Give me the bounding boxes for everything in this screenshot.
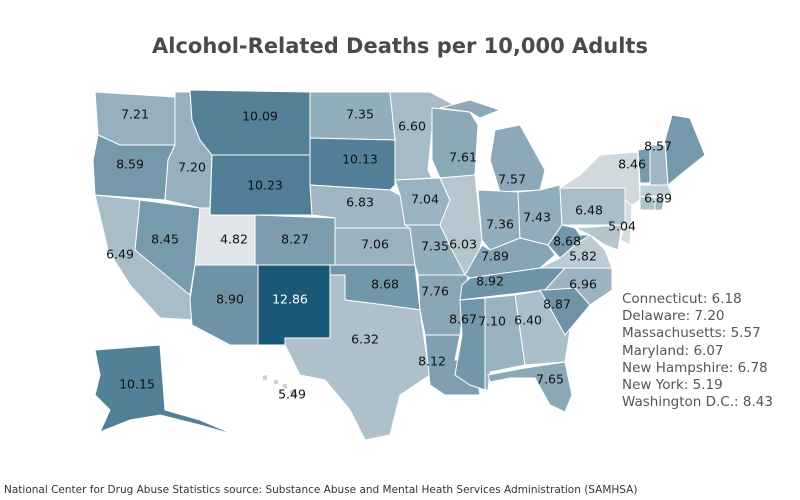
legend-item-new-york: New York: 5.19 (622, 377, 723, 394)
state-shape[interactable] (281, 382, 289, 390)
value-label-tn: 8.92 (476, 274, 504, 289)
value-label-ca: 6.49 (106, 247, 134, 262)
value-label-vt: 8.46 (618, 157, 646, 172)
legend-item-connecticut: Connecticut: 6.18 (622, 291, 742, 307)
state-shape[interactable] (487, 361, 573, 413)
state-fl[interactable] (487, 361, 573, 413)
value-label-nd: 7.35 (346, 107, 374, 122)
value-label-pa: 6.48 (575, 203, 603, 218)
state-shape[interactable] (439, 99, 502, 119)
value-label-wv: 8.68 (553, 234, 581, 249)
state-tx[interactable] (284, 274, 431, 441)
value-label-ia: 7.04 (411, 192, 439, 207)
state-shape[interactable] (639, 184, 673, 198)
state-shape[interactable] (94, 344, 236, 436)
value-label-sd: 10.13 (342, 152, 378, 167)
value-label-or: 8.59 (116, 157, 144, 172)
value-label-ar: 7.76 (421, 284, 449, 299)
map-title: Alcohol-Related Deaths per 10,000 Adults (152, 34, 648, 58)
value-label-wy: 10.23 (247, 178, 283, 193)
value-label-nm: 12.86 (272, 292, 308, 307)
value-label-id: 7.20 (178, 160, 206, 175)
value-label-in: 7.36 (486, 217, 514, 232)
value-label-tx: 6.32 (351, 332, 379, 347)
value-label-ky: 7.89 (481, 249, 509, 264)
state-sd[interactable] (309, 137, 396, 191)
value-label-ok: 8.68 (371, 277, 399, 292)
value-label-co: 8.27 (281, 232, 309, 247)
value-label-nv: 8.45 (151, 232, 179, 247)
state-ak[interactable] (94, 344, 236, 436)
state-ri[interactable] (654, 196, 666, 211)
value-label-la: 8.12 (418, 354, 446, 369)
value-label-mt: 10.09 (242, 109, 278, 124)
value-label-wa: 7.21 (121, 107, 149, 122)
state-hi[interactable] (261, 373, 299, 399)
value-label-ak: 10.15 (119, 377, 155, 392)
value-label-ut: 4.82 (220, 232, 248, 247)
value-label-nj: 5.04 (608, 219, 636, 234)
state-shape[interactable] (272, 378, 280, 386)
state-mi[interactable] (439, 99, 546, 193)
value-label-ga: 6.40 (514, 313, 542, 328)
value-label-mn: 6.60 (398, 119, 426, 134)
state-shape[interactable] (654, 196, 666, 211)
value-label-ne: 6.83 (346, 195, 374, 210)
value-label-az: 8.90 (216, 292, 244, 307)
state-shape[interactable] (284, 274, 431, 441)
value-label-hi: 5.49 (278, 387, 306, 402)
value-label-il: 6.03 (449, 237, 477, 252)
legend-item-maryland: Maryland: 6.07 (622, 342, 724, 359)
value-label-wi: 7.61 (449, 150, 477, 165)
small-states-legend: Connecticut: 6.18 Delaware: 7.20 Massach… (622, 291, 773, 411)
value-label-sc: 8.87 (543, 297, 571, 312)
value-label-al: 7.10 (478, 314, 506, 329)
legend-item-washington-dc: Washington D.C.: 8.43 (622, 394, 773, 411)
value-label-mo: 7.35 (421, 239, 449, 254)
state-wi[interactable] (431, 107, 479, 179)
state-shape[interactable] (288, 387, 299, 399)
legend-item-delaware: Delaware: 7.20 (622, 308, 725, 325)
source-note: National Center for Drug Abuse Statistic… (4, 484, 638, 496)
value-label-va: 5.82 (569, 249, 597, 264)
value-label-ri: 6.89 (644, 191, 672, 206)
value-label-me: 8.57 (644, 139, 672, 154)
state-shape[interactable] (261, 373, 269, 382)
value-label-ks: 7.06 (361, 237, 389, 252)
legend-item-massachusetts: Massachusetts: 5.57 (622, 325, 761, 342)
state-ma[interactable] (639, 184, 673, 198)
value-label-nc: 6.96 (569, 277, 597, 292)
state-shape[interactable] (309, 137, 396, 191)
value-label-mi: 7.57 (498, 172, 526, 187)
value-label-ms: 8.67 (449, 312, 477, 327)
legend-item-new-hampshire: New Hampshire: 6.78 (622, 359, 768, 376)
value-label-fl: 7.65 (536, 372, 564, 387)
value-label-oh: 7.43 (523, 210, 551, 225)
state-shape[interactable] (431, 107, 479, 179)
